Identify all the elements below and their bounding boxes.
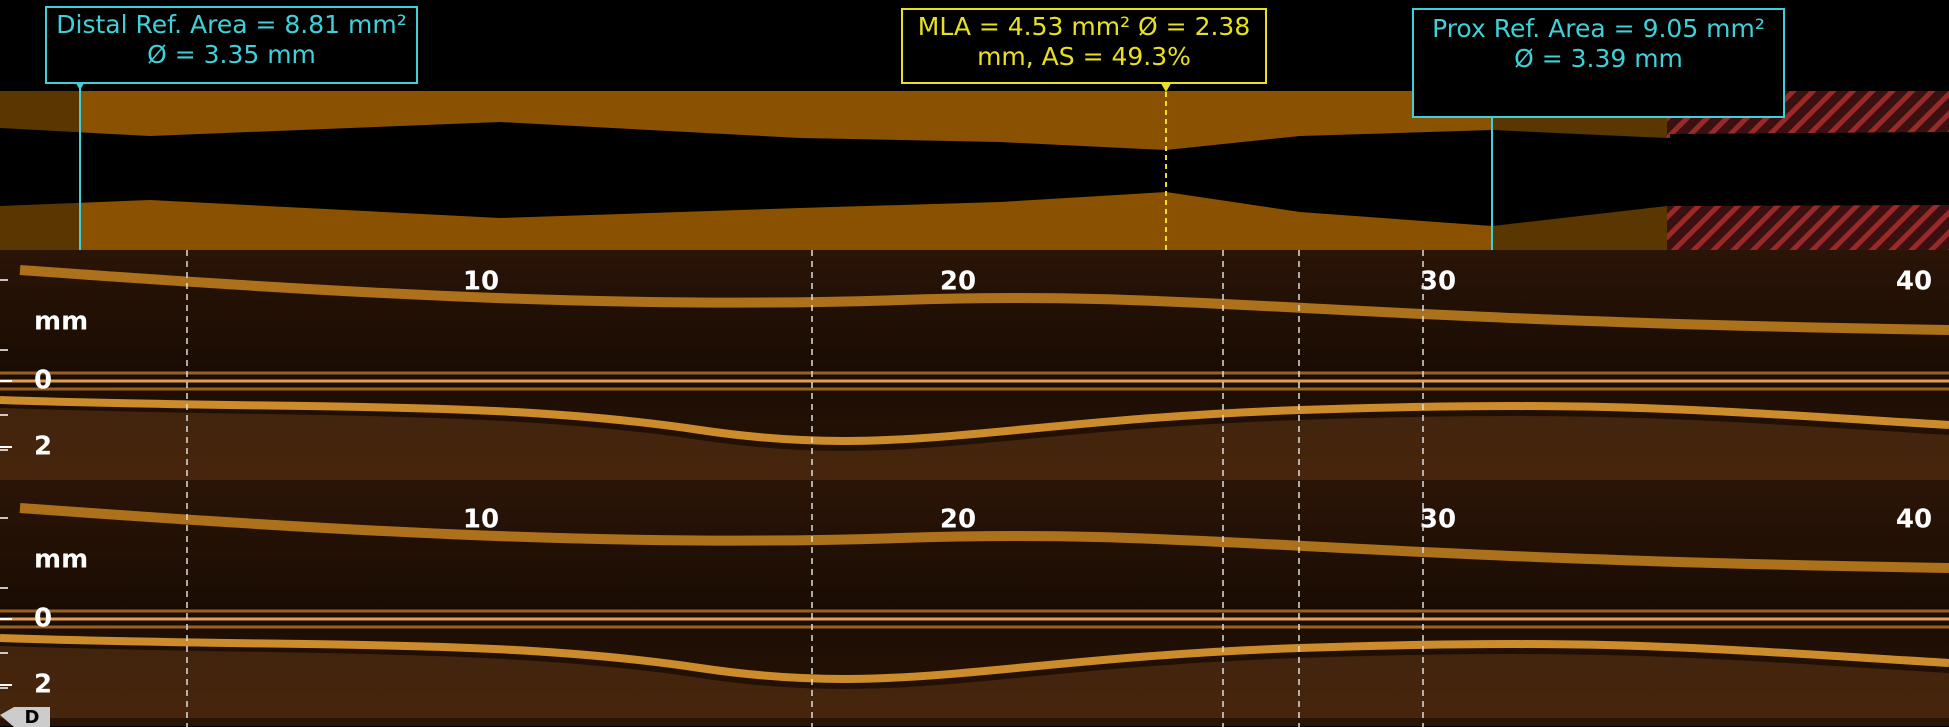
x-tick-label: 40 [1896,267,1932,297]
x-tick-label: 40 [1896,505,1932,535]
x-tick-label: 30 [1420,505,1456,535]
x-tick-label: 20 [940,505,976,535]
x-tick-label: 30 [1420,267,1456,297]
oct-viewer: 10 20 30 40 mm 0 2 10 20 30 40 mm 0 2 D Distal Ref. A… [0,0,1949,727]
x-tick-label: 20 [940,267,976,297]
y-tick-label: 2 [34,432,52,462]
y-tick-label: 0 [34,604,52,634]
unit-label: mm [34,545,88,575]
y-tick-label: 0 [34,366,52,396]
y-tick-label: 2 [34,670,52,700]
x-tick-label: 10 [463,267,499,297]
marker: D [25,707,40,727]
unit-label: mm [34,307,88,337]
x-tick-label: 10 [463,505,499,535]
distal-ref-label: Distal Ref. Area = 8.81 mm² Ø = 3.35 mm [45,6,418,84]
mla-label: MLA = 4.53 mm² Ø = 2.38 mm, AS = 49.3% [901,8,1267,84]
prox-ref-label: Prox Ref. Area = 9.05 mm² Ø = 3.39 mm [1412,8,1785,118]
